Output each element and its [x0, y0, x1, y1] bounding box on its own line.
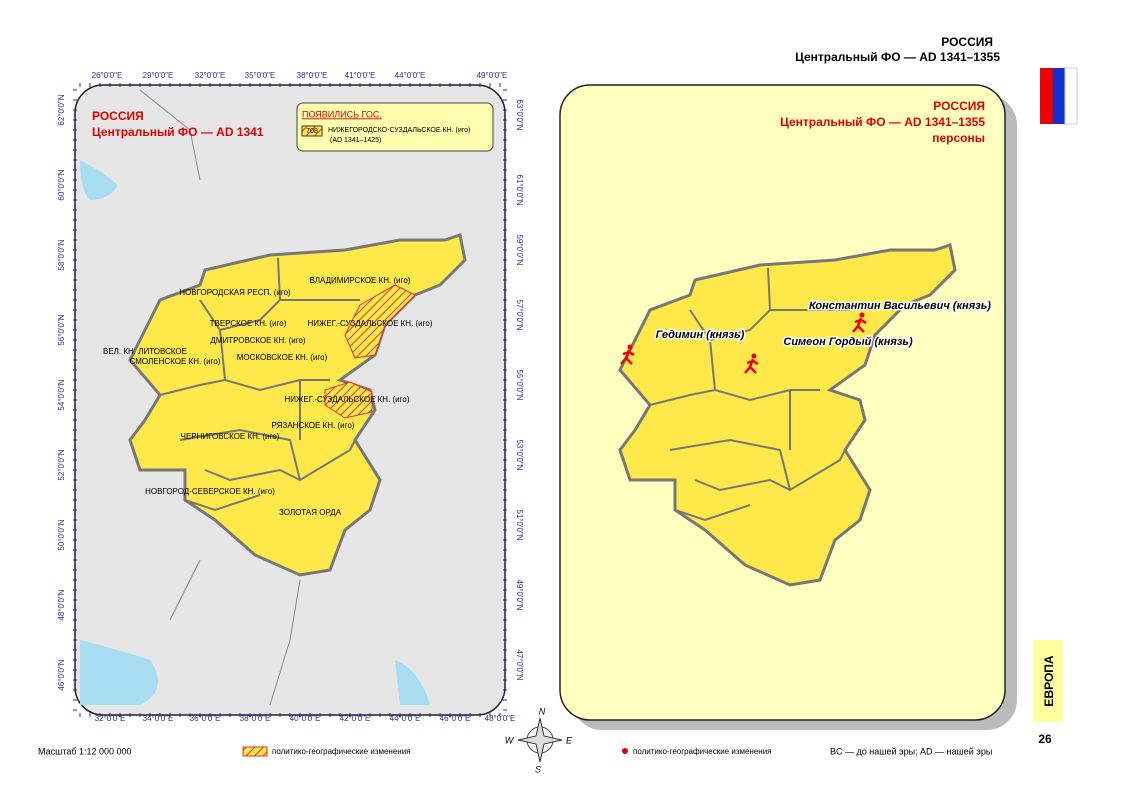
lon-label: 36°0'0"E [190, 714, 221, 723]
lat-label: 48°0'0"N [57, 589, 66, 620]
lat-label: 47°0'0"N [515, 649, 524, 680]
lat-label: 46°0'0"N [57, 659, 66, 690]
lon-label: 38°0'0"E [240, 714, 271, 723]
left-map-labels: 26°0'0"E 29°0'0"E 32°0'0"E 35°0'0"E 38°0'0"E… [57, 71, 524, 723]
lat-label: 57°0'0"N [515, 299, 524, 330]
change-area [324, 381, 373, 419]
legend-item-dates: (AD 1341–1425) [330, 137, 381, 144]
lat-label: 50°0'0"N [57, 519, 66, 550]
sea [395, 660, 430, 705]
region-label: НОВГОРОДСКАЯ РЕСП. (иго) [179, 288, 291, 297]
region-label: ВЛАДИМИРСКОЕ КН. (иго) [310, 276, 411, 285]
section-tab [1033, 640, 1063, 722]
lat-label: 53°0'0"N [515, 439, 524, 470]
person-body [744, 358, 759, 374]
legend-box [296, 102, 494, 152]
compass-label: S [535, 764, 541, 774]
lon-label: 29°0'0"E [143, 71, 174, 80]
lat-label: 49°0'0"N [515, 579, 524, 610]
person-icon [620, 344, 635, 365]
compass-label: E [566, 735, 573, 745]
change-area [344, 284, 416, 359]
legend-item-id: 708 [306, 128, 318, 135]
lake [80, 160, 118, 200]
page-number: 26 [1038, 732, 1052, 746]
persons: Гедимин (князь) Симеон Гордый (князь) Конс… [620, 298, 993, 374]
lat-label: 59°0'0"N [515, 234, 524, 265]
lon-label: 49°0'0"E [477, 71, 508, 80]
lat-label: 58°0'0"N [57, 239, 66, 270]
border [139, 89, 301, 706]
lon-label: 41°0'0"E [345, 71, 376, 80]
legend-dot-label: политико-географические изменения [633, 747, 772, 756]
lat-label: 54°0'0"N [57, 379, 66, 410]
flag [1053, 68, 1065, 124]
lon-label: 40°0'0"E [290, 714, 321, 723]
person-head [627, 344, 633, 350]
compass [517, 717, 563, 763]
region-label: ЧЕРНИГОВСКОЕ КН. (иго) [181, 432, 280, 441]
person-body [852, 317, 867, 333]
region-label: ЗОЛОТАЯ ОРДА [279, 508, 342, 517]
legend-swatch [242, 746, 268, 757]
left-map-title: РОССИЯ [92, 109, 144, 123]
person-head [751, 353, 757, 359]
lon-label: 42°0'0"E [340, 714, 371, 723]
flag [1064, 67, 1078, 125]
lat-label: 60°0'0"N [57, 169, 66, 200]
legend-hatch: политико-географические изменения [272, 747, 411, 756]
lat-label: 55°0'0"N [515, 369, 524, 400]
person-label: Симеон Гордый (князь) [783, 336, 913, 348]
person-label: Константин Васильевич (князь) [809, 300, 991, 312]
person-icon [852, 312, 867, 333]
lon-label: 34°0'0"E [143, 714, 174, 723]
lon-label: 44°0'0"E [390, 714, 421, 723]
region-label: ДМИТРОВСКОЕ КН. (иго) [210, 336, 306, 345]
lat-label: 51°0'0"N [515, 509, 524, 540]
sea [80, 640, 158, 705]
header-subtitle: Центральный ФО — AD 1341–1355 [795, 50, 1000, 64]
lon-label: 32°0'0"E [95, 714, 126, 723]
compass-label: N [539, 706, 546, 716]
lon-label: 35°0'0"E [245, 71, 276, 80]
right-map-title: РОССИЯ [933, 99, 985, 113]
legend-swatch [301, 125, 323, 137]
region-label: НИЖЕГ.-СУЗДАЛЬСКОЕ КН. (иго) [285, 395, 410, 404]
person-icon [744, 353, 759, 374]
note: BC — до нашей эры; AD — нашей эры [830, 746, 992, 756]
region-label: НИЖЕГ.-СУЗДАЛЬСКОЕ КН. (иго) [308, 319, 433, 328]
section-label: ЕВРОПА [1042, 655, 1056, 706]
region-label: ТВЕРСКОЕ КН. (иго) [210, 319, 287, 328]
region-label: РЯЗАНСКОЕ КН. (иго) [272, 421, 355, 430]
legend-dot [622, 748, 628, 754]
lat-label: 61°0'0"N [515, 174, 524, 205]
lat-label: 62°0'0"N [57, 94, 66, 125]
region-label: СМОЛЕНСКОЕ КН. (иго) [130, 357, 221, 366]
lon-label: 48°0'0"E [485, 714, 516, 723]
right-map-subtitle: Центральный ФО — AD 1341–1355 [780, 115, 985, 129]
legend-item-name: НИЖЕГОРОДСКО-СУЗДАЛЬСКОЕ КН. (иго) [328, 127, 470, 134]
person-body [620, 349, 635, 365]
compass-label: W [505, 735, 515, 745]
lon-label: 44°0'0"E [395, 71, 426, 80]
region-label: ВЕЛ. КН. ЛИТОВСКОЕ [103, 347, 187, 356]
lat-label: 56°0'0"N [57, 314, 66, 345]
lat-label: 52°0'0"N [57, 449, 66, 480]
person-label: Гедимин (князь) [656, 329, 745, 341]
header-country: РОССИЯ [941, 35, 993, 49]
right-map-caption: персоны [932, 131, 985, 145]
lon-label: 38°0'0"E [297, 71, 328, 80]
region-label: МОСКОВСКОЕ КН. (иго) [237, 353, 328, 362]
flag [1040, 68, 1053, 124]
lon-label: 32°0'0"E [195, 71, 226, 80]
lon-label: 46°0'0"E [440, 714, 471, 723]
person-head [859, 312, 865, 318]
left-map-subtitle: Центральный ФО — AD 1341 [92, 125, 264, 139]
legend-title: ПОЯВИЛИСЬ ГОС. [302, 109, 382, 119]
lat-label: 63°0'0"N [515, 99, 524, 130]
scale: Масштаб 1:12 000 000 [38, 746, 132, 756]
lon-label: 26°0'0"E [92, 71, 123, 80]
region-label: НОВГОРОД-СЕВЕРСКОЕ КН. (иго) [145, 487, 275, 496]
